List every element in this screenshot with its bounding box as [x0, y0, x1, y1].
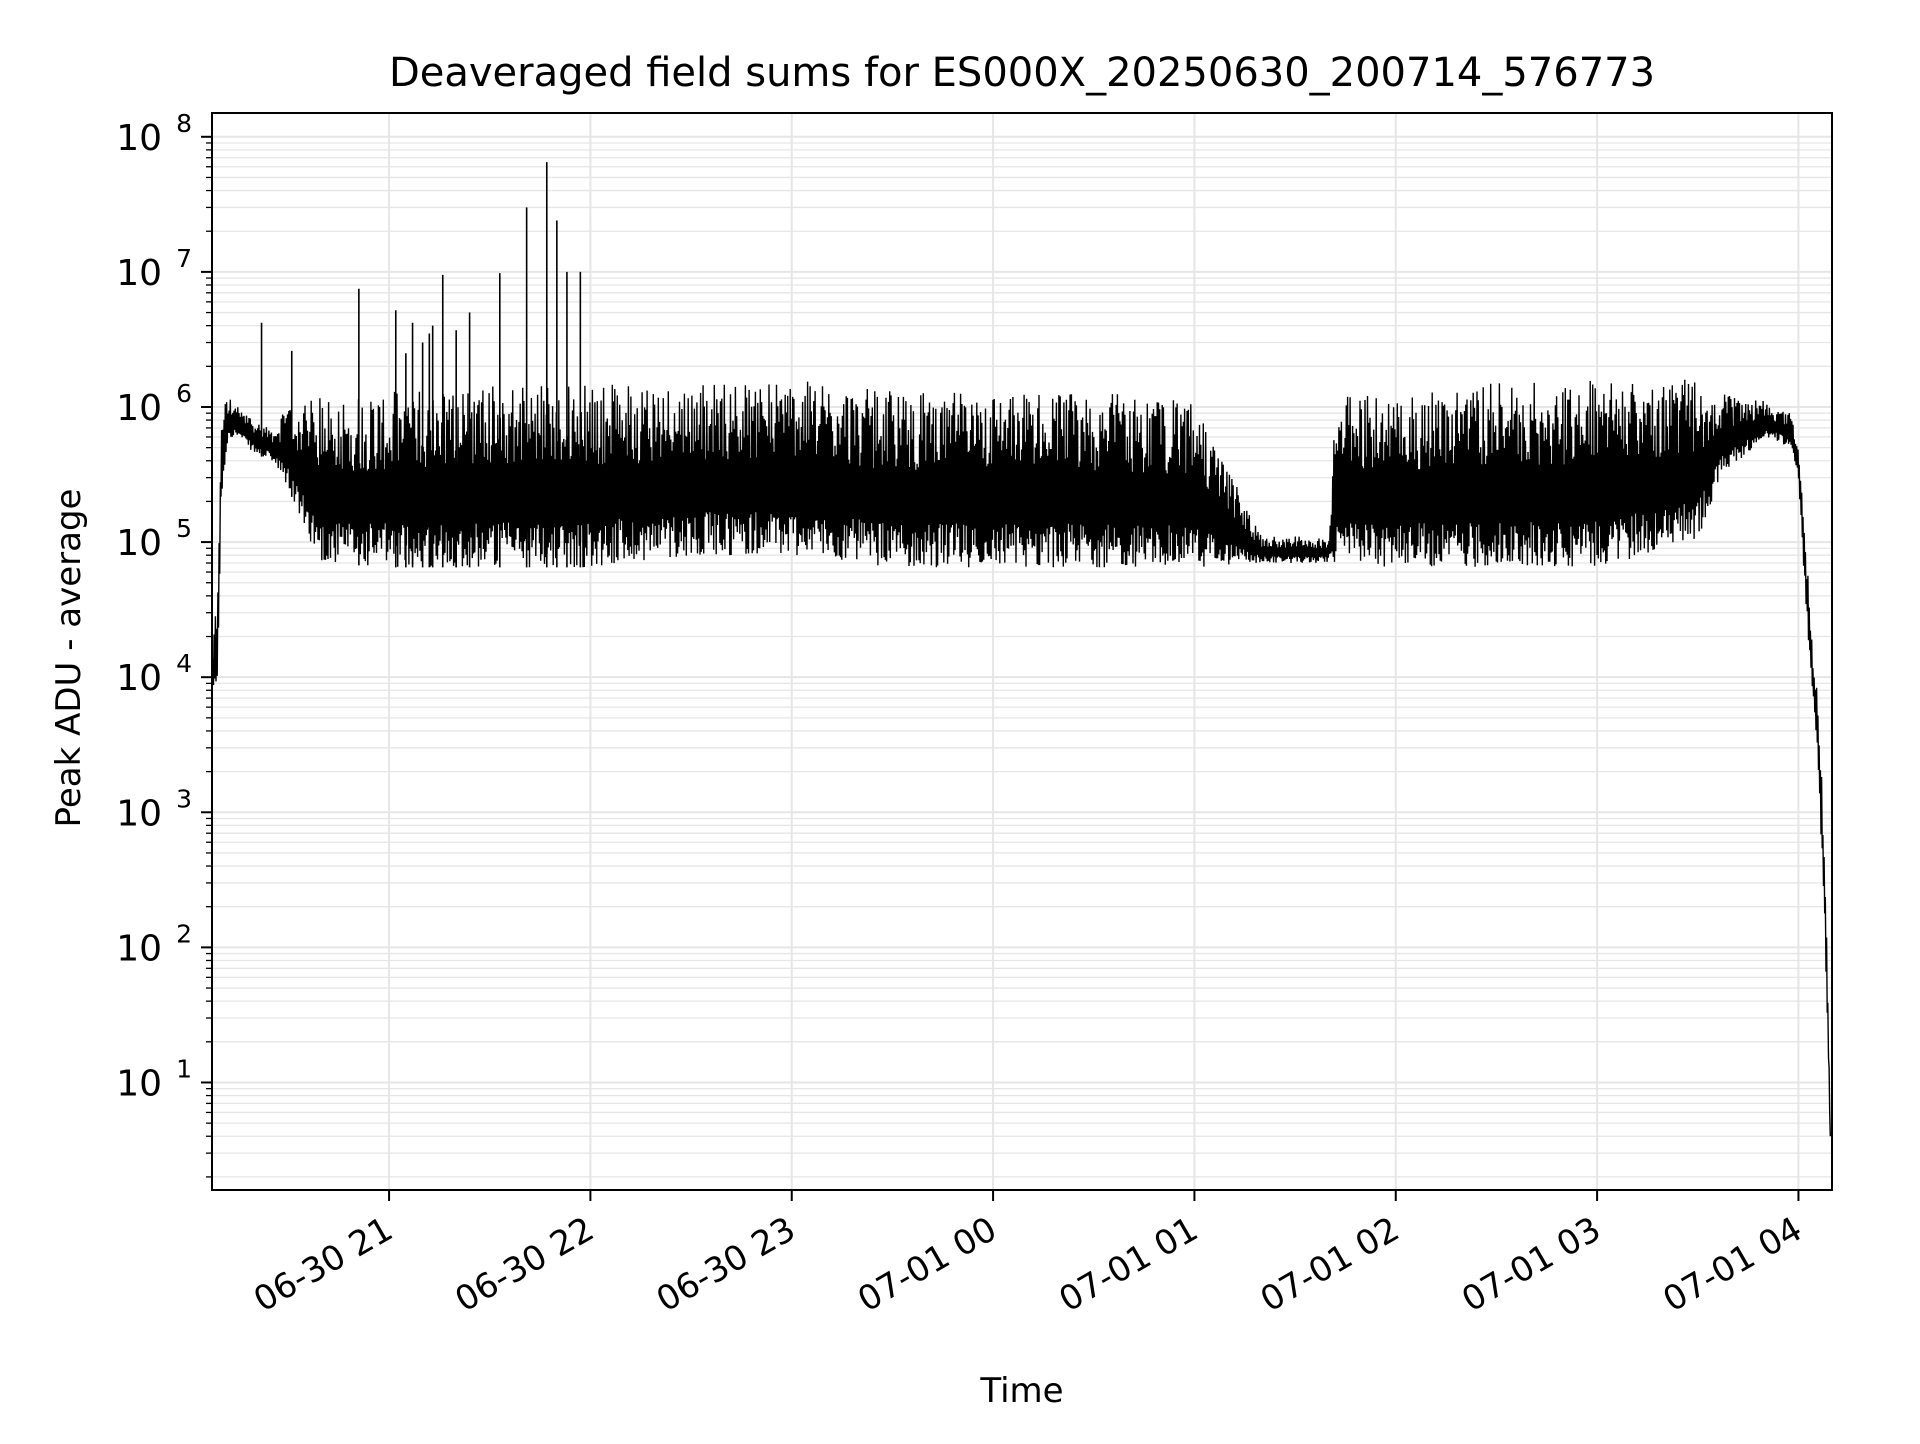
series-line [212, 379, 1831, 1137]
y-axis-label: Peak ADU - average [49, 489, 89, 828]
y-tick-label: 10 [116, 253, 162, 294]
y-tick-label: 10 [116, 658, 162, 699]
plot-frame [211, 112, 1833, 1191]
y-tick-exponent: 4 [176, 649, 192, 678]
y-tick-label: 10 [116, 388, 162, 429]
x-axis-label: Time [979, 1371, 1063, 1411]
chart-title: Deaveraged field sums for ES000X_2025063… [389, 50, 1655, 96]
y-axis: 10 1 10 2 10 3 10 4 10 5 10 6 10 7 10 8 [116, 109, 212, 1178]
y-tick-label: 10 [116, 1063, 162, 1104]
grid-lines [212, 113, 1832, 1190]
y-tick-exponent: 5 [176, 514, 192, 543]
y-tick-exponent: 8 [176, 109, 192, 138]
y-tick-exponent: 1 [176, 1054, 192, 1083]
y-tick-exponent: 3 [176, 784, 192, 813]
y-tick-exponent: 6 [176, 379, 192, 408]
y-tick-label: 10 [116, 523, 162, 564]
y-tick-label: 10 [116, 793, 162, 834]
plot-area [212, 162, 1831, 1137]
y-tick-label: 10 [116, 928, 162, 969]
y-tick-exponent: 2 [176, 919, 192, 948]
y-tick-label: 10 [116, 118, 162, 159]
y-tick-exponent: 7 [176, 244, 192, 273]
